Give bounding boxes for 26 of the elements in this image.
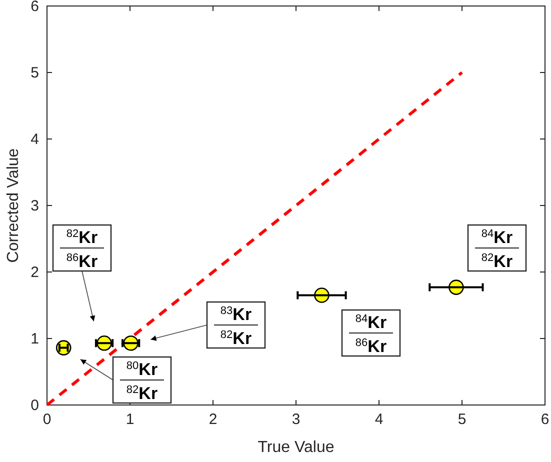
x-tick-label: 2	[208, 411, 218, 428]
annotation: $^{83}$Kr	[220, 305, 252, 324]
annotation: $^{82}$Kr	[126, 384, 158, 403]
y-tick-label: 6	[30, 0, 39, 15]
annotation: $^{84}$Kr	[481, 228, 513, 247]
x-axis-title: True Value	[258, 439, 334, 456]
annotation: $^{80}$Kr	[126, 360, 158, 379]
y-tick-label: 3	[30, 198, 39, 214]
annotation: $^{82}$Kr	[481, 252, 513, 271]
annotation: $^{82}$Kr	[66, 228, 98, 247]
x-tick-label: 3	[292, 411, 300, 428]
x-tick-label: 5	[458, 411, 466, 428]
y-tick-label: 2	[30, 264, 39, 281]
x-tick-label: 4	[374, 411, 384, 428]
annotation: $^{84}$Kr	[355, 313, 387, 332]
y-tick-label: 5	[30, 64, 39, 82]
y-axis-title: Corrected Value	[5, 148, 22, 263]
annotation: $^{82}$Kr	[220, 329, 252, 348]
x-tick-label: 1	[126, 411, 134, 428]
x-tick-label: 0	[42, 411, 52, 428]
y-tick-label: 0	[30, 397, 39, 414]
x-tick-label: 6	[540, 411, 550, 428]
annotation: $^{86}$Kr	[66, 252, 98, 271]
annotation: $^{86}$Kr	[355, 337, 387, 356]
y-tick-label: 1	[30, 330, 39, 348]
y-tick-label: 4	[30, 131, 39, 148]
